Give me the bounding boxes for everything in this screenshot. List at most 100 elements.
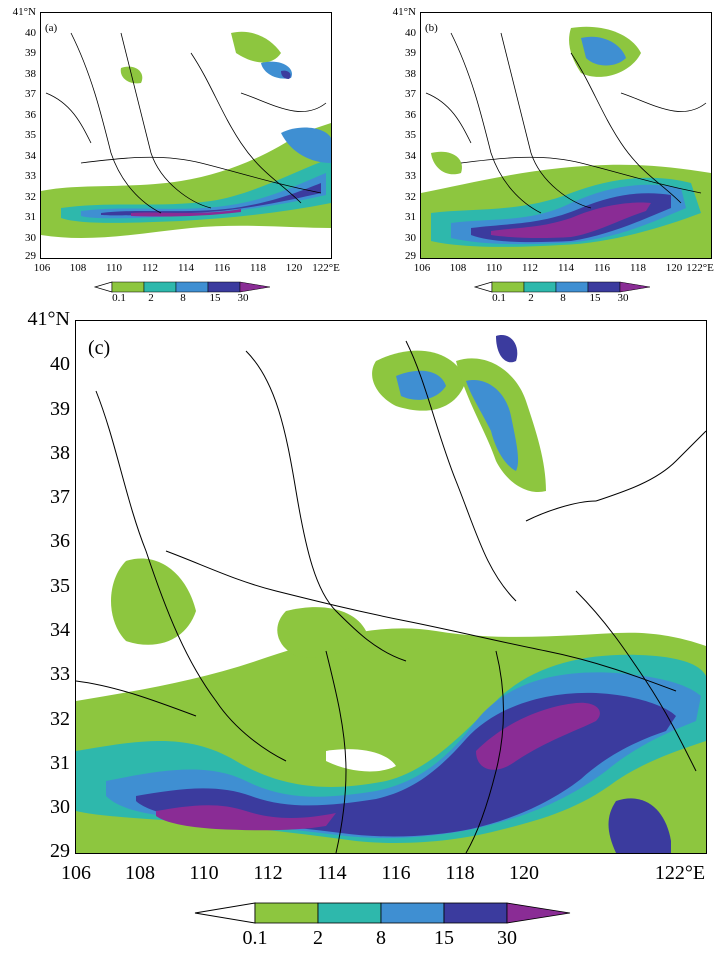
y-tick: 33 [50, 663, 70, 685]
x-tick: 110 [485, 262, 503, 274]
colorbar-b [473, 281, 651, 293]
panel-a-label: (a) [45, 22, 58, 34]
panel-a: (a) 41°N 40 39 38 37 36 35 34 33 32 31 3… [0, 0, 340, 304]
panel-b: (b) 41°N 40 39 38 37 36 35 34 33 32 31 3… [380, 0, 722, 304]
colorbar-label: 8 [376, 927, 386, 949]
colorbar-label: 15 [589, 292, 601, 304]
colorbar-label: 30 [617, 292, 629, 304]
x-tick: 106 [413, 262, 431, 274]
x-tick: 106 [61, 862, 91, 884]
x-tick: 108 [69, 262, 87, 274]
y-tick: 34 [50, 619, 70, 641]
y-tick: 35 [405, 129, 416, 141]
colorbar-label: 2 [313, 927, 323, 949]
y-tick: 38 [50, 442, 70, 464]
y-tick: 36 [405, 109, 416, 121]
panel-c-label: (c) [88, 337, 111, 359]
rain-field-c [76, 335, 706, 853]
x-tick: 120 [665, 262, 683, 274]
x-tick: 114 [557, 262, 575, 274]
colorbar-label: 8 [560, 292, 566, 304]
x-tick: 112 [253, 862, 283, 884]
y-tick: 31 [405, 211, 416, 223]
map-c [76, 335, 706, 853]
boundaries-a [45, 32, 327, 214]
y-tick: 35 [25, 129, 36, 141]
x-tick: 110 [105, 262, 123, 274]
y-tick: 40 [50, 353, 70, 375]
y-tick: 35 [50, 575, 70, 597]
y-tick: 32 [405, 191, 416, 203]
y-tick: 33 [25, 170, 36, 182]
y-tick: 41°N [12, 6, 36, 18]
x-tick: 106 [33, 262, 51, 274]
x-tick: 116 [213, 262, 231, 274]
y-tick: 37 [405, 88, 416, 100]
colorbar-label: 8 [180, 292, 186, 304]
boundaries-b [425, 32, 707, 214]
x-tick: 118 [629, 262, 647, 274]
y-tick: 29 [405, 250, 416, 262]
y-tick: 30 [50, 796, 70, 818]
y-tick: 29 [50, 840, 70, 862]
x-tick: 118 [249, 262, 267, 274]
colorbar-label: 2 [528, 292, 534, 304]
x-tick: 116 [381, 862, 411, 884]
y-tick: 30 [405, 232, 416, 244]
colorbar-label: 30 [237, 292, 249, 304]
map-a [41, 31, 331, 238]
x-tick: 114 [177, 262, 195, 274]
colorbar-label: 0.1 [112, 292, 126, 304]
x-tick: 116 [593, 262, 611, 274]
y-tick: 31 [25, 211, 36, 223]
map-frame-c [75, 320, 707, 854]
panel-b-label: (b) [425, 22, 438, 34]
rain-field-a [41, 31, 331, 238]
y-tick: 29 [25, 250, 36, 262]
y-tick: 40 [405, 27, 416, 39]
colorbar-label: 15 [209, 292, 221, 304]
y-tick: 33 [405, 170, 416, 182]
y-tick: 39 [50, 398, 70, 420]
y-tick: 34 [405, 150, 416, 162]
colorbar-label: 15 [434, 927, 454, 949]
x-tick: 120 [509, 862, 539, 884]
y-tick: 30 [25, 232, 36, 244]
y-tick: 39 [25, 47, 36, 59]
map-frame-a [40, 12, 332, 259]
y-tick: 38 [405, 68, 416, 80]
x-tick: 110 [189, 862, 219, 884]
y-tick: 36 [25, 109, 36, 121]
colorbar-label: 30 [497, 927, 517, 949]
x-tick: 108 [125, 862, 155, 884]
y-tick: 40 [25, 27, 36, 39]
map-b [421, 26, 711, 258]
x-tick: 112 [521, 262, 539, 274]
y-tick: 41°N [392, 6, 416, 18]
x-tick: 122°E [312, 262, 340, 274]
y-tick: 32 [50, 708, 70, 730]
y-tick: 38 [25, 68, 36, 80]
panel-c: (c) 41°N 40 39 38 37 36 35 34 33 32 31 3… [0, 305, 722, 954]
x-tick: 114 [317, 862, 347, 884]
colorbar-label: 0.1 [242, 927, 268, 949]
colorbar-a [93, 281, 271, 293]
x-tick: 122°E [686, 262, 714, 274]
colorbar-label: 0.1 [492, 292, 506, 304]
x-tick: 112 [141, 262, 159, 274]
rain-field-b [421, 26, 711, 258]
map-frame-b [420, 12, 712, 259]
white-gaps-c [76, 645, 396, 772]
y-tick: 37 [25, 88, 36, 100]
colorbar-label: 2 [148, 292, 154, 304]
y-tick: 39 [405, 47, 416, 59]
x-tick: 108 [449, 262, 467, 274]
y-tick: 37 [50, 486, 70, 508]
colorbar-c [194, 902, 571, 924]
boundaries-c [76, 340, 706, 853]
x-tick: 118 [445, 862, 475, 884]
x-tick: 122°E [654, 862, 706, 884]
y-tick: 41°N [27, 308, 70, 330]
y-tick: 31 [50, 752, 70, 774]
y-tick: 32 [25, 191, 36, 203]
